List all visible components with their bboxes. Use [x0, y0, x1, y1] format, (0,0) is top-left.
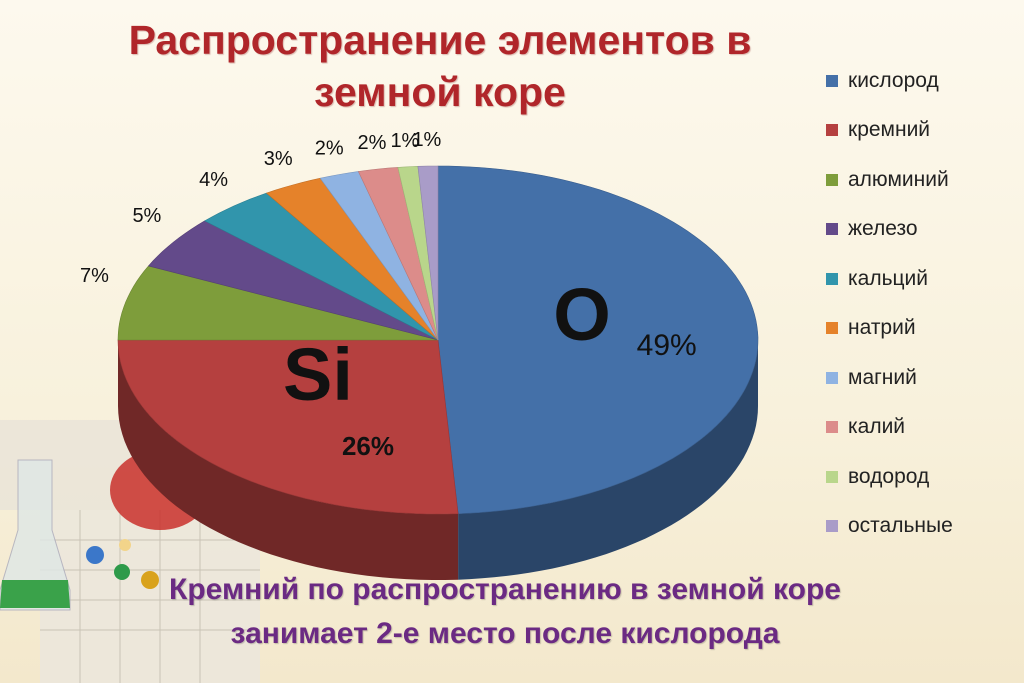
caption-line-2: занимает 2-е место после кислорода [230, 617, 780, 650]
legend-item: кремний [826, 106, 1016, 156]
chart-title: Распространение элементов в земной коре [128, 17, 752, 115]
pie-slice-1 [117, 339, 459, 515]
legend-item: кислород [826, 56, 1016, 106]
legend-item: калий [826, 403, 1016, 453]
legend-label: магний [848, 365, 917, 389]
legend: кислород кремний алюминий железо кальций натр… [826, 56, 1016, 551]
caption: Кремний по распространению в земной коре… [40, 568, 970, 656]
data-label-8: 1% [390, 130, 419, 152]
legend-item: железо [826, 205, 1016, 255]
data-label-2: 7% [80, 265, 109, 287]
pie-side-0 [458, 340, 758, 580]
legend-item: остальные [826, 502, 1016, 552]
pie-slice-3 [147, 220, 439, 341]
legend-label: кальций [848, 266, 929, 290]
data-label-0: 49% [637, 329, 697, 362]
legend-label: калий [848, 415, 906, 439]
pie-slice-9 [417, 165, 439, 341]
pie-sides [118, 340, 758, 580]
pie-slices [117, 165, 759, 515]
legend-swatch [826, 520, 838, 533]
data-label-3: 5% [132, 205, 161, 227]
caption-line-1: Кремний по распространению в земной коре [169, 573, 841, 606]
legend-swatch [826, 371, 838, 384]
legend-swatch [826, 322, 838, 335]
data-label-9: 1% [412, 129, 441, 151]
legend-label: водород [848, 464, 930, 488]
legend-label: остальные [848, 514, 953, 538]
legend-item: кальций [826, 254, 1016, 304]
legend-item: водород [826, 452, 1016, 502]
pie-labels: 49%26%7%5%4%3% 2% 2% 1%1% [80, 129, 697, 461]
legend-swatch [826, 124, 838, 137]
legend-label: кремний [848, 118, 931, 142]
legend-item: алюминий [826, 155, 1016, 205]
legend-swatch [826, 470, 838, 483]
legend-label: железо [848, 217, 918, 241]
legend-label: алюминий [848, 167, 949, 191]
data-label-4: 4% [199, 169, 228, 191]
pie-slice-2 [117, 265, 439, 341]
silicon-symbol: Si [283, 333, 353, 416]
legend-swatch [826, 223, 838, 236]
data-label-6: 2% [315, 138, 344, 160]
data-label-7: 2% [358, 132, 387, 154]
legend-swatch [826, 74, 838, 87]
legend-label: кислород [848, 68, 939, 92]
legend-item: магний [826, 353, 1016, 403]
legend-swatch [826, 421, 838, 434]
oxygen-symbol: O [553, 273, 611, 356]
pie-slice-0 [437, 165, 759, 515]
legend-label: натрий [848, 316, 916, 340]
data-label-1: 26% [342, 431, 394, 461]
data-label-5: 3% [264, 148, 293, 170]
legend-swatch [826, 272, 838, 285]
pie-slice-5 [265, 177, 439, 341]
legend-swatch [826, 173, 838, 186]
legend-item: натрий [826, 304, 1016, 354]
pie-side-1 [118, 340, 459, 580]
pie-slice-4 [204, 192, 439, 341]
